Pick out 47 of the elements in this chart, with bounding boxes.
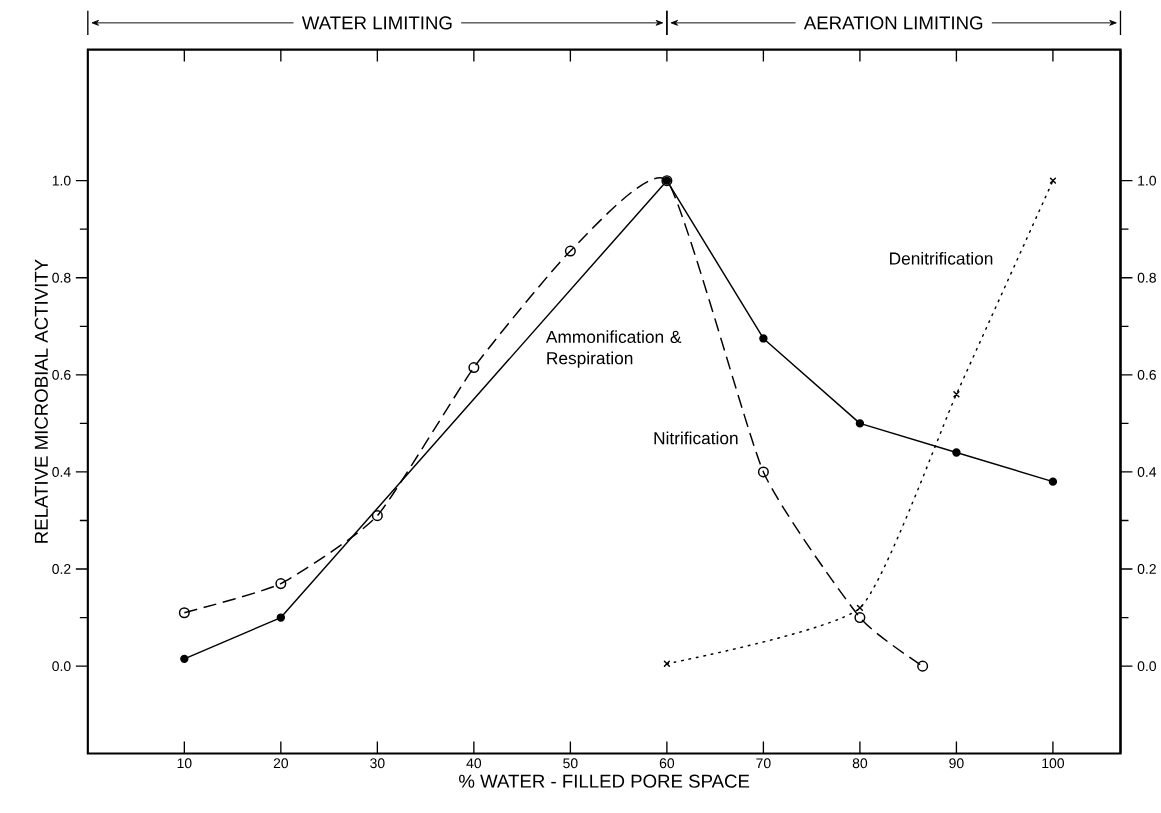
- point: [371, 509, 383, 521]
- point: [759, 334, 768, 343]
- y2-tick-label: 0.0: [1137, 661, 1157, 671]
- y-tick-label: 0.8: [52, 272, 71, 283]
- x-tick-label: 30: [370, 758, 385, 768]
- x-tick-label: 80: [852, 758, 868, 768]
- y2-tick-label: 0.6: [1137, 369, 1156, 380]
- x-axis-title: % WATER - FILLED PORE SPACE: [459, 774, 750, 788]
- x-tick-label: 60: [659, 758, 675, 768]
- series-label: Nitrification: [654, 431, 738, 445]
- x-tick-label: 90: [949, 758, 964, 768]
- x-tick-label: 100: [1042, 758, 1065, 768]
- point: [856, 604, 864, 611]
- y2-tick-label: 1.0: [1138, 175, 1157, 186]
- x-tick-label: 70: [756, 758, 771, 768]
- y2-tick-label: 0.4: [1137, 466, 1157, 477]
- point: [952, 448, 961, 457]
- point: [1048, 477, 1058, 486]
- y-tick-label: 1.0: [52, 175, 71, 186]
- point: [178, 607, 190, 619]
- point: [276, 613, 286, 622]
- text: WATER LIMITING: [301, 16, 452, 30]
- y-tick-label: 0.2: [52, 563, 71, 574]
- point: [468, 361, 480, 373]
- y-tick-label: 0.0: [52, 661, 71, 671]
- point: [663, 660, 671, 667]
- point: [757, 466, 769, 478]
- series-label: Denitrification: [890, 251, 993, 265]
- point: [564, 245, 576, 257]
- point: [1049, 177, 1057, 184]
- x-tick-label: 10: [177, 758, 192, 768]
- y-tick-label: 0.6: [52, 369, 71, 380]
- point: [854, 611, 866, 623]
- y2-tick-label: 0.8: [1137, 272, 1156, 283]
- y2-tick-label: 0.2: [1137, 563, 1156, 574]
- point: [953, 390, 960, 398]
- point: [275, 577, 287, 589]
- x-tick-label: 40: [466, 758, 482, 768]
- text: AERATION LIMITING: [803, 16, 983, 30]
- x-tick-label: 20: [273, 758, 289, 768]
- y-tick-label: 0.4: [52, 466, 71, 477]
- y-axis-title: RELATIVE MICROBIAL ACTIVITY: [34, 259, 48, 543]
- point: [180, 654, 189, 663]
- x-tick-label: 50: [563, 758, 578, 768]
- point: [855, 419, 865, 428]
- series-label: Ammonification & Respiration: [545, 330, 682, 368]
- point: [917, 660, 929, 672]
